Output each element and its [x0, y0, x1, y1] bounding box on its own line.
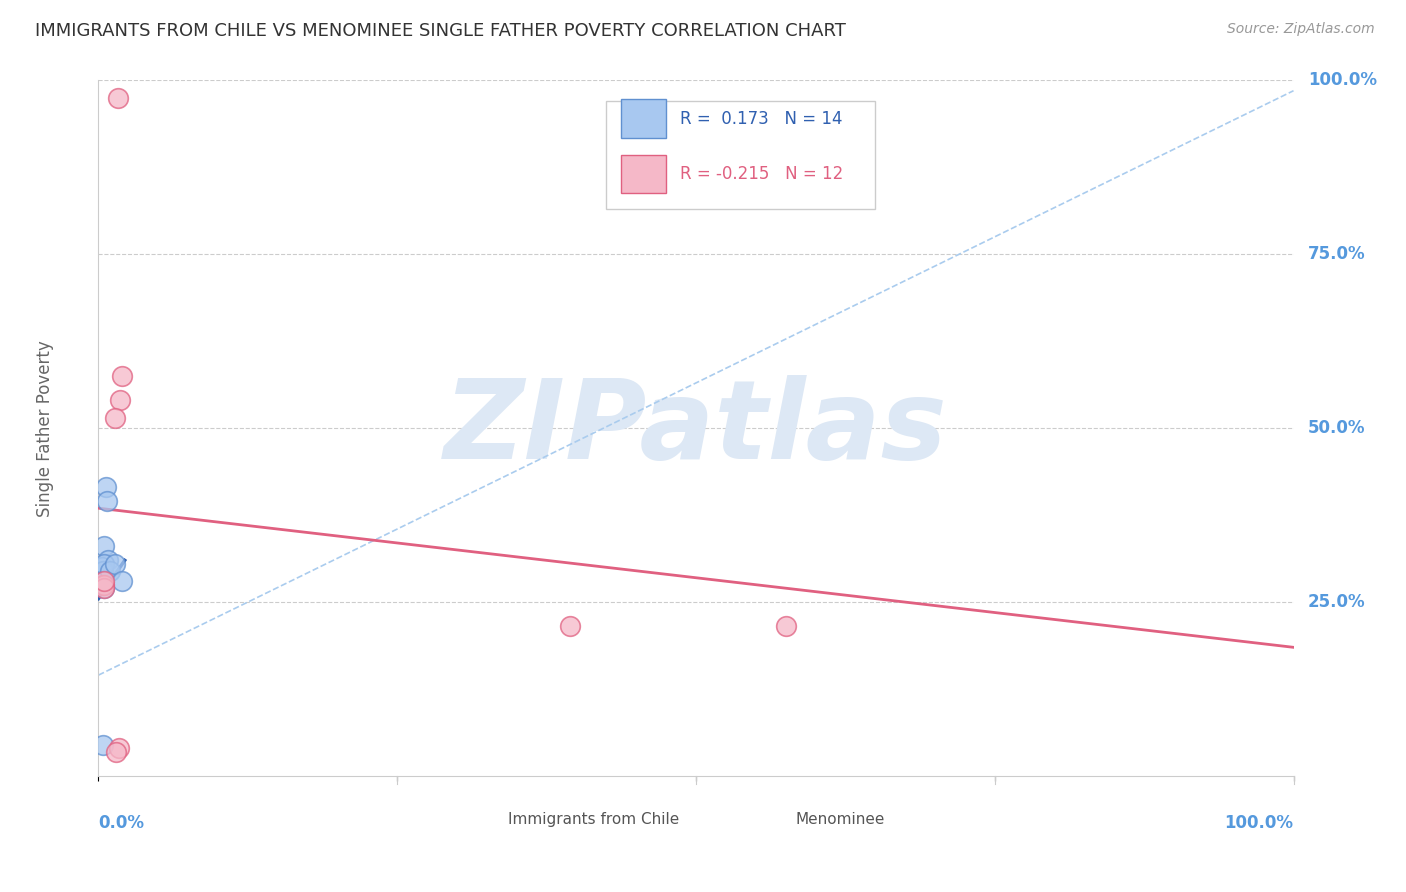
Point — [111, 369, 134, 384]
Text: 100.0%: 100.0% — [1308, 71, 1376, 89]
Text: 100.0%: 100.0% — [1225, 814, 1294, 832]
Point — [108, 393, 131, 408]
Point — [93, 581, 115, 595]
Point — [93, 578, 115, 592]
Point — [104, 557, 127, 571]
Point — [91, 564, 114, 578]
Text: R =  0.173   N = 14: R = 0.173 N = 14 — [681, 110, 844, 128]
Point — [105, 745, 128, 759]
Point — [775, 619, 797, 633]
Point — [98, 564, 122, 578]
Text: Menominee: Menominee — [796, 812, 884, 827]
Text: 25.0%: 25.0% — [1308, 593, 1365, 611]
Text: Source: ZipAtlas.com: Source: ZipAtlas.com — [1227, 22, 1375, 37]
FancyBboxPatch shape — [620, 155, 666, 194]
Text: 75.0%: 75.0% — [1308, 245, 1365, 263]
Text: 50.0%: 50.0% — [1308, 419, 1365, 437]
Point — [91, 578, 114, 592]
FancyBboxPatch shape — [606, 101, 876, 209]
Text: R = -0.215   N = 12: R = -0.215 N = 12 — [681, 165, 844, 183]
Text: Single Father Poverty: Single Father Poverty — [35, 340, 53, 516]
Point — [93, 574, 115, 589]
Point — [93, 557, 115, 571]
Point — [107, 741, 129, 756]
Point — [104, 410, 127, 425]
Point — [91, 564, 114, 578]
Point — [91, 560, 114, 574]
Point — [97, 553, 120, 567]
Point — [107, 91, 129, 105]
Point — [93, 540, 115, 554]
Point — [96, 494, 118, 508]
Point — [91, 738, 114, 752]
Point — [111, 574, 134, 589]
FancyBboxPatch shape — [463, 802, 496, 828]
Point — [91, 574, 114, 589]
Point — [94, 480, 117, 494]
FancyBboxPatch shape — [620, 99, 666, 137]
FancyBboxPatch shape — [749, 802, 783, 828]
Point — [560, 619, 582, 633]
Point — [93, 581, 115, 595]
Text: ZIPatlas: ZIPatlas — [444, 375, 948, 482]
Text: IMMIGRANTS FROM CHILE VS MENOMINEE SINGLE FATHER POVERTY CORRELATION CHART: IMMIGRANTS FROM CHILE VS MENOMINEE SINGL… — [35, 22, 846, 40]
Text: Immigrants from Chile: Immigrants from Chile — [509, 812, 679, 827]
Text: 0.0%: 0.0% — [98, 814, 145, 832]
